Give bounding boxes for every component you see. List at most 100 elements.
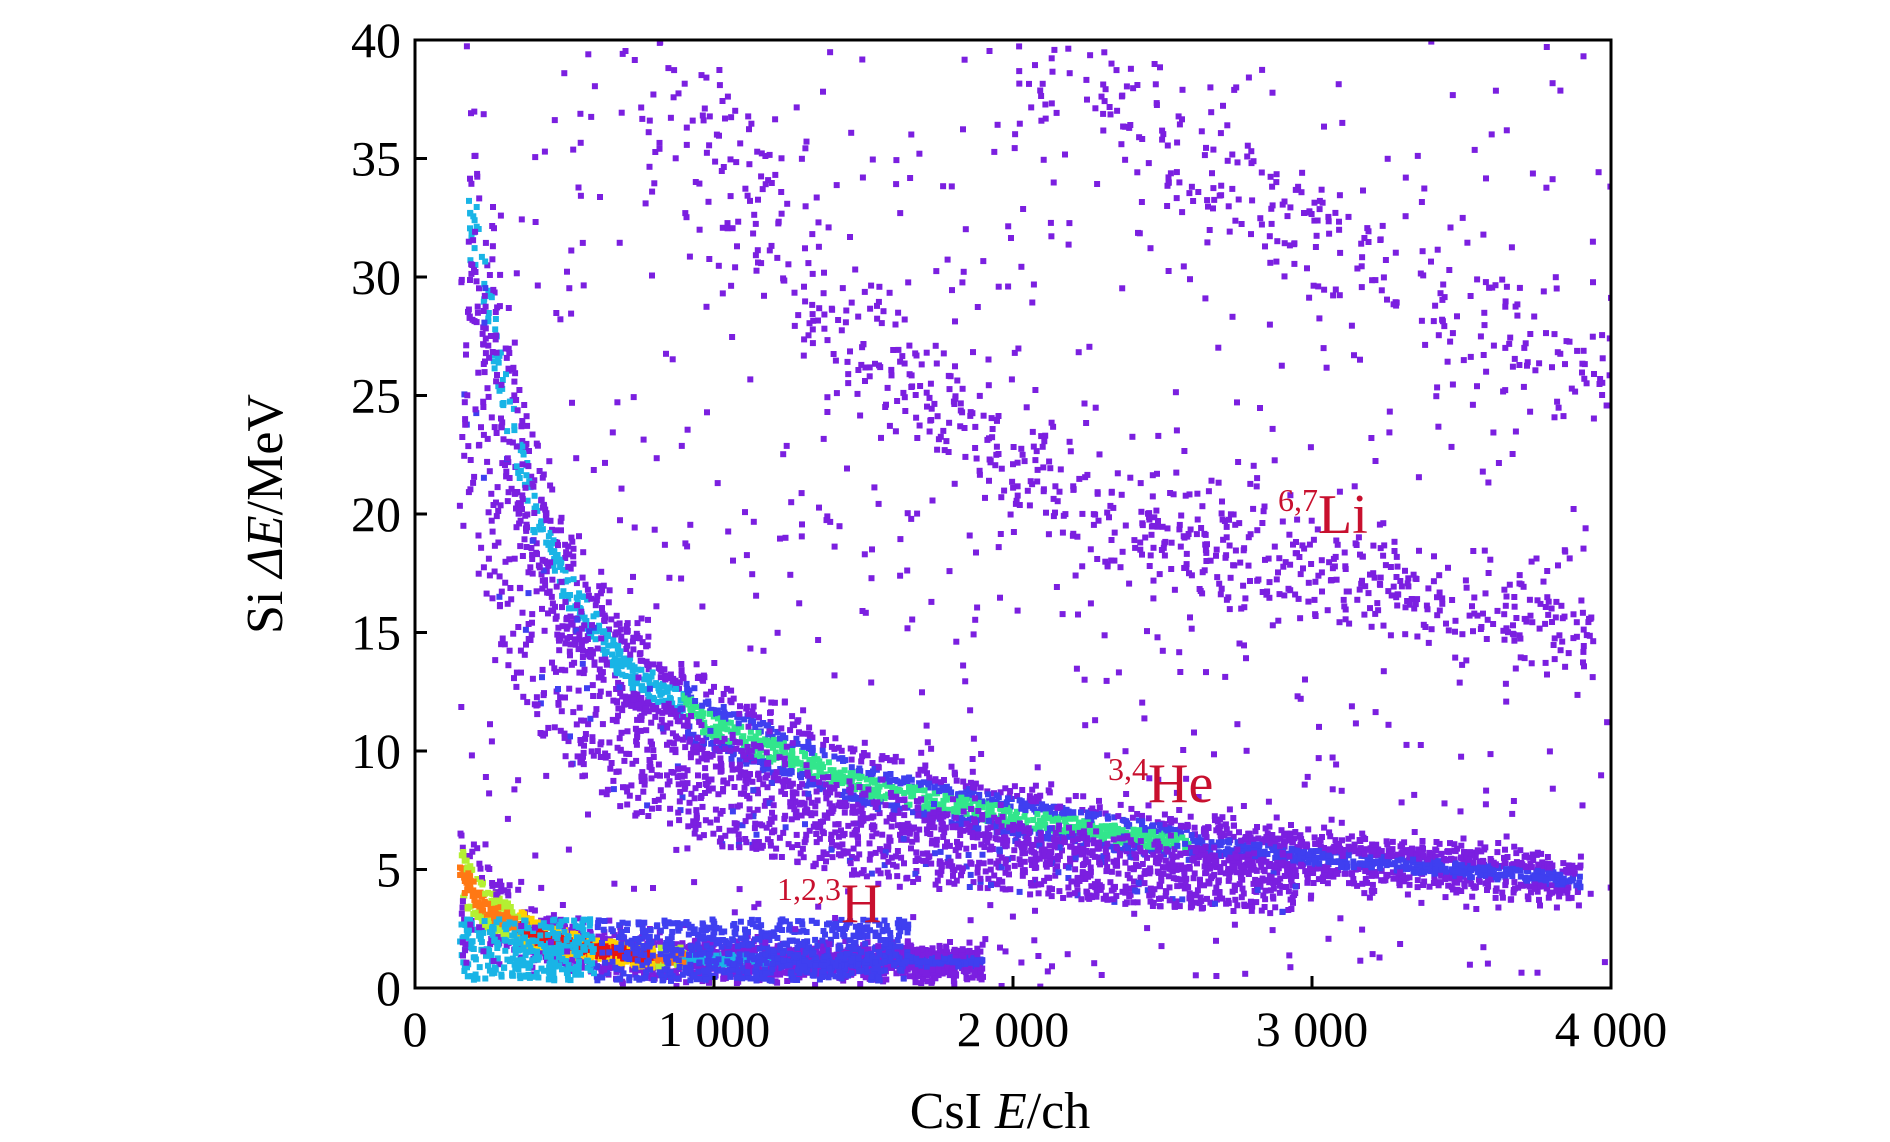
data-point [812,962,819,969]
data-point [736,757,743,764]
data-point [1270,878,1277,884]
data-point [1490,870,1497,877]
data-point [1142,835,1149,842]
data-point [1447,840,1453,847]
data-point [755,917,762,924]
data-point [620,970,627,977]
data-point [1007,788,1014,794]
data-point [832,918,839,925]
data-point [736,951,743,958]
data-point [570,930,577,937]
data-point [633,974,640,981]
data-point [601,652,608,659]
data-point [1000,829,1007,836]
data-point [653,972,660,979]
data-point [971,811,978,818]
data-point [527,945,534,952]
data-point [587,952,594,959]
data-point [512,941,519,948]
data-point [460,852,467,859]
data-point [843,924,850,931]
data-point [549,929,556,936]
data-point [602,943,609,950]
data-point [1461,883,1468,890]
data-point [737,918,744,925]
data-point [601,918,608,924]
data-point [526,941,533,948]
data-point [835,957,841,964]
data-point [472,971,479,978]
data-point [1338,819,1345,826]
data-point [509,972,516,979]
data-point [707,924,714,931]
data-point [876,946,883,953]
data-point [831,953,838,960]
data-point [694,941,701,948]
data-point [1236,829,1242,836]
data-point [579,935,585,942]
data-point [1499,894,1506,901]
data-point [748,916,755,923]
data-point [1324,880,1331,887]
data-point [520,451,527,458]
data-point [880,949,887,955]
data-point [808,749,815,756]
data-point [974,951,981,958]
data-point [644,959,650,966]
data-point [501,904,508,911]
data-point [616,934,622,941]
data-point [502,899,509,906]
data-point [1369,881,1376,888]
data-point [559,604,565,611]
data-point [642,928,649,935]
data-point [657,927,664,934]
data-point [762,970,769,977]
data-point [580,647,586,654]
data-point [1552,877,1559,884]
data-point [888,941,895,948]
data-point [938,826,945,833]
data-point [1548,882,1555,889]
data-point [471,910,478,917]
data-point [1104,813,1111,820]
data-point [605,599,612,606]
data-point [485,310,492,316]
data-point [989,796,996,803]
data-point [1226,874,1233,881]
data-point [576,533,582,540]
data-point [575,915,582,922]
data-point [848,970,855,977]
data-point [602,656,609,663]
data-point [512,926,519,933]
data-point [892,951,899,958]
data-point [459,904,466,911]
data-point [629,966,636,973]
data-point [618,966,625,973]
data-point [1201,863,1208,870]
data-point [1080,793,1087,800]
data-point [909,954,916,961]
data-point [491,964,498,971]
scatter-points [456,40,1611,988]
data-point [620,934,627,941]
data-point [855,961,862,968]
data-point [723,685,730,692]
data-point [1463,877,1470,884]
data-point [887,935,894,942]
data-point [751,712,757,719]
data-point [739,965,746,972]
data-point [696,935,703,942]
data-point [704,958,711,965]
data-point [648,673,655,680]
data-point [580,916,587,923]
data-point [1488,876,1495,883]
data-point [1464,864,1471,871]
data-point [829,927,836,934]
data-point [911,973,918,980]
data-point [664,688,671,695]
data-point [876,921,883,928]
data-point [1558,882,1565,889]
data-point [569,923,576,930]
data-point [1442,894,1449,901]
data-point [470,976,477,983]
